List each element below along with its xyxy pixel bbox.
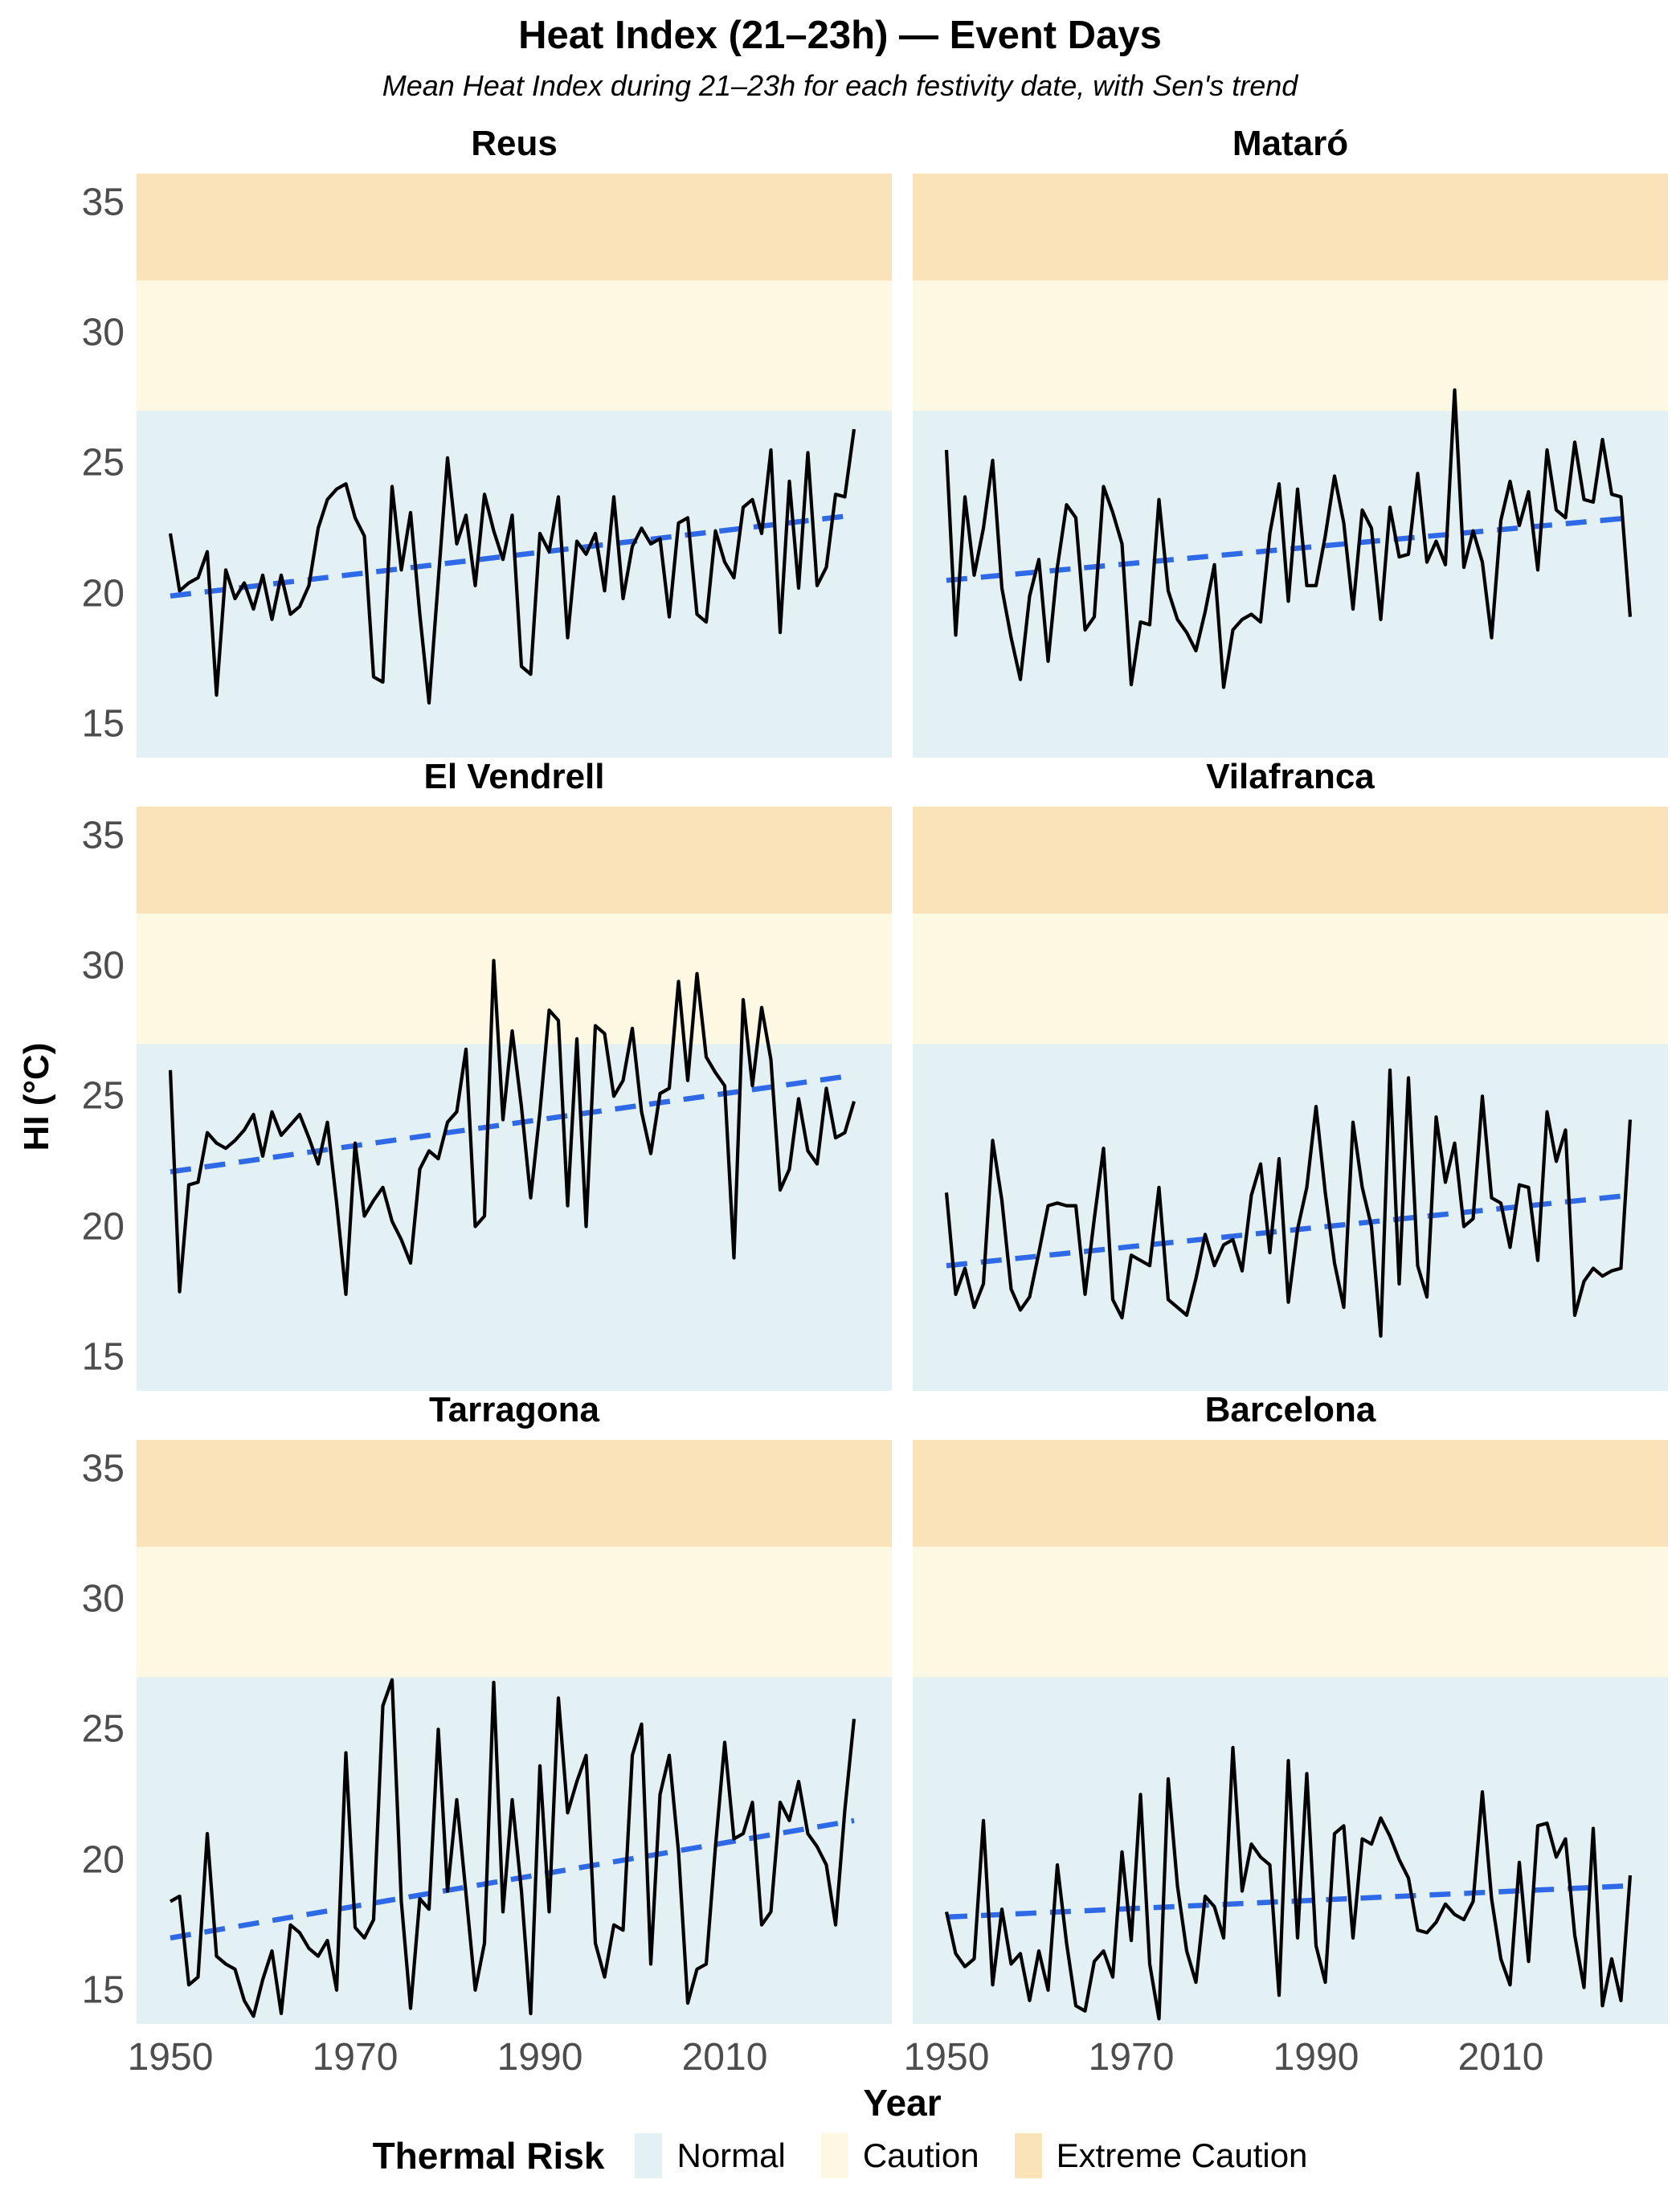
- trend-line: [946, 515, 1631, 583]
- facet-panel-vilafranca: [913, 807, 1668, 1391]
- series-line: [944, 1745, 1633, 2021]
- legend-item-normal: Normal: [635, 2133, 786, 2178]
- legend-swatch-extreme-caution: [1014, 2133, 1042, 2178]
- band-caution: [137, 914, 892, 1045]
- legend-title: Thermal Risk: [372, 2135, 605, 2177]
- x-tick-label: 1990: [497, 2036, 583, 2079]
- series-line: [944, 1068, 1633, 1338]
- band-normal: [137, 1044, 892, 1391]
- band-caution: [137, 280, 892, 411]
- x-axis-title: Year: [863, 2082, 942, 2124]
- trend-line: [170, 1073, 855, 1175]
- legend-swatch-caution: [820, 2133, 848, 2178]
- facet-panel-el-vendrell: [137, 807, 892, 1391]
- band-extreme-caution: [913, 1440, 1668, 1548]
- legend-item-caution: Caution: [820, 2133, 979, 2178]
- facet-title-matar: Mataró: [1232, 124, 1349, 163]
- series-line: [168, 959, 856, 1297]
- legend-label: Extreme Caution: [1056, 2136, 1308, 2174]
- band-normal: [913, 1677, 1668, 2024]
- y-tick-label: 25: [81, 1707, 125, 1751]
- legend-item-extreme-caution: Extreme Caution: [1014, 2133, 1308, 2178]
- series-line: [169, 1678, 856, 2018]
- facet-title-el-vendrell: El Vendrell: [423, 757, 605, 796]
- y-tick-label: 15: [81, 1969, 125, 2012]
- y-tick-label: 20: [81, 572, 125, 615]
- y-axis-title: HI (°C): [17, 1042, 56, 1151]
- band-extreme-caution: [137, 174, 892, 281]
- band-caution: [913, 280, 1668, 411]
- facet-title-reus: Reus: [471, 124, 558, 163]
- series-line: [944, 388, 1633, 689]
- x-tick-label: 1970: [312, 2036, 399, 2079]
- facet-panel-barcelona: [913, 1440, 1668, 2024]
- x-tick-label: 1950: [903, 2036, 990, 2079]
- band-normal: [137, 1677, 892, 2024]
- band-extreme-caution: [913, 807, 1668, 914]
- band-caution: [137, 1547, 892, 1678]
- y-tick-label: 35: [81, 181, 125, 224]
- y-tick-label: 30: [81, 944, 125, 987]
- trend-line: [170, 1817, 855, 1941]
- y-tick-label: 30: [81, 311, 125, 354]
- y-tick-label: 20: [81, 1205, 125, 1249]
- legend-swatch-normal: [635, 2133, 663, 2178]
- legend: Thermal Risk Normal Caution Extreme Cautio…: [0, 2133, 1680, 2178]
- facet-panel-matar: [913, 174, 1668, 758]
- series-line: [168, 428, 856, 705]
- legend-items: Normal Caution Extreme Caution: [635, 2133, 1307, 2178]
- facet-panel-tarragona: [137, 1440, 892, 2024]
- y-tick-label: 25: [81, 441, 125, 485]
- x-tick-label: 1950: [127, 2036, 214, 2079]
- y-tick-label: 20: [81, 1838, 125, 1882]
- band-extreme-caution: [137, 807, 892, 914]
- facet-title-vilafranca: Vilafranca: [1206, 757, 1375, 796]
- y-tick-label: 35: [81, 1447, 125, 1490]
- x-tick-label: 2010: [681, 2036, 768, 2079]
- y-tick-label: 25: [81, 1074, 125, 1118]
- x-tick-label: 1990: [1273, 2036, 1359, 2079]
- y-tick-label: 15: [81, 1335, 125, 1379]
- chart-subtitle: Mean Heat Index during 21–23h for each f…: [382, 69, 1298, 102]
- chart-title: Heat Index (21–23h) — Event Days: [518, 14, 1162, 57]
- band-caution: [913, 1547, 1668, 1678]
- y-tick-label: 35: [81, 814, 125, 857]
- facet-panel-reus: [137, 174, 892, 758]
- x-tick-label: 2010: [1457, 2036, 1544, 2079]
- band-extreme-caution: [137, 1440, 892, 1548]
- y-tick-label: 15: [81, 702, 125, 746]
- band-normal: [913, 1044, 1668, 1391]
- band-extreme-caution: [913, 174, 1668, 281]
- legend-label: Caution: [862, 2136, 979, 2174]
- x-tick-label: 1970: [1088, 2036, 1175, 2079]
- y-tick-label: 30: [81, 1577, 125, 1621]
- legend-label: Normal: [676, 2136, 786, 2174]
- band-normal: [137, 411, 892, 758]
- facet-title-barcelona: Barcelona: [1204, 1390, 1376, 1429]
- band-caution: [913, 914, 1668, 1045]
- facet-title-tarragona: Tarragona: [429, 1390, 599, 1429]
